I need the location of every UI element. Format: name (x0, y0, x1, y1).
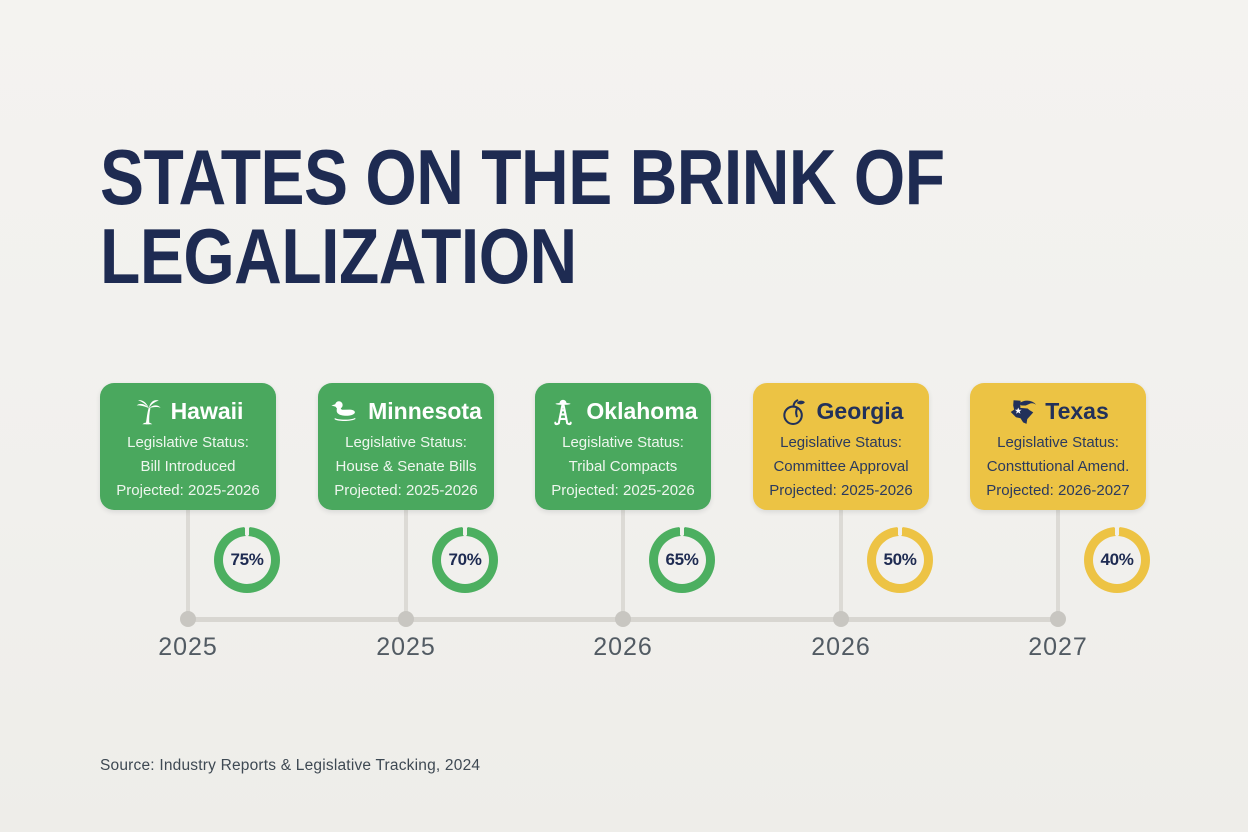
projected-value: Projected: 2025-2026 (116, 482, 260, 499)
card-header: Hawaii (100, 383, 276, 427)
state-column-oklahoma: Oklahoma Legislative Status: Tribal Comp… (535, 383, 715, 713)
state-name: Hawaii (170, 398, 244, 424)
card-body: Legislative Status: House & Senate Bills… (318, 431, 494, 503)
likelihood-donut: 40% (1084, 527, 1150, 593)
state-card-minnesota: Minnesota Legislative Status: House & Se… (318, 383, 494, 510)
state-name: Oklahoma (586, 398, 698, 424)
page-title: STATES ON THE BRINK OF LEGALIZATION (100, 133, 945, 300)
status-label: Legislative Status: (997, 434, 1119, 451)
state-column-hawaii: Hawaii Legislative Status: Bill Introduc… (100, 383, 280, 713)
state-name: Texas (1045, 398, 1109, 424)
card-body: Legislative Status: Tribal Compacts Proj… (535, 431, 711, 503)
timeline-connector (621, 510, 625, 621)
likelihood-percent: 50% (883, 550, 917, 569)
status-value: House & Senate Bills (335, 458, 477, 475)
status-label: Legislative Status: (562, 434, 684, 451)
palm-tree-icon (136, 399, 161, 424)
state-column-georgia: Georgia Legislative Status: Committee Ap… (753, 383, 933, 713)
card-header: Texas (970, 383, 1146, 427)
timeline-year: 2025 (158, 633, 218, 661)
state-card-oklahoma: Oklahoma Legislative Status: Tribal Comp… (535, 383, 711, 510)
likelihood-percent: 65% (665, 550, 699, 569)
timeline-connector (839, 510, 843, 621)
texas-state-icon (1010, 399, 1037, 424)
state-column-texas: Texas Legislative Status: Consttutional … (970, 383, 1150, 713)
timeline-year: 2026 (593, 633, 653, 661)
likelihood-donut: 65% (649, 527, 715, 593)
state-name: Georgia (816, 398, 904, 424)
likelihood-percent: 70% (448, 550, 482, 569)
state-column-minnesota: Minnesota Legislative Status: House & Se… (318, 383, 498, 713)
card-header: Oklahoma (535, 383, 711, 427)
status-value: Tribal Compacts (568, 458, 678, 475)
likelihood-donut: 50% (867, 527, 933, 593)
card-header: Minnesota (318, 383, 494, 427)
likelihood-percent: 40% (1100, 550, 1134, 569)
likelihood-donut: 75% (214, 527, 280, 593)
timeline-year: 2027 (1028, 633, 1088, 661)
card-body: Legislative Status: Consttutional Amend.… (970, 431, 1146, 503)
source-note: Source: Industry Reports & Legislative T… (100, 757, 481, 774)
timeline-connector (186, 510, 190, 621)
timeline-dot (833, 611, 849, 627)
card-body: Legislative Status: Bill Introduced Proj… (100, 431, 276, 503)
loon-icon (331, 400, 356, 421)
card-body: Legislative Status: Committee Approval P… (753, 431, 929, 503)
status-label: Legislative Status: (127, 434, 249, 451)
timeline-dot (1050, 611, 1066, 627)
likelihood-percent: 75% (230, 550, 264, 569)
status-value: Committee Approval (773, 458, 909, 475)
state-card-georgia: Georgia Legislative Status: Committee Ap… (753, 383, 929, 510)
status-value: Consttutional Amend. (986, 458, 1130, 475)
timeline-connector (404, 510, 408, 621)
timeline-connector (1056, 510, 1060, 621)
status-label: Legislative Status: (780, 434, 902, 451)
state-card-hawaii: Hawaii Legislative Status: Bill Introduc… (100, 383, 276, 510)
likelihood-donut: 70% (432, 527, 498, 593)
projected-value: Projected: 2025-2026 (769, 482, 913, 499)
card-header: Georgia (753, 383, 929, 427)
projected-value: Projected: 2025-2026 (551, 482, 695, 499)
status-label: Legislative Status: (345, 434, 467, 451)
page-title-line2: LEGALIZATION (100, 212, 577, 300)
projected-value: Projected: 2026-2027 (986, 482, 1130, 499)
timeline-dot (615, 611, 631, 627)
timeline-year: 2025 (376, 633, 436, 661)
page-title-line1: STATES ON THE BRINK OF (100, 133, 945, 221)
projected-value: Projected: 2025-2026 (334, 482, 478, 499)
state-name: Minnesota (368, 398, 482, 424)
timeline-year: 2026 (811, 633, 871, 661)
timeline-dot (398, 611, 414, 627)
timeline-dot (180, 611, 196, 627)
state-card-texas: Texas Legislative Status: Consttutional … (970, 383, 1146, 510)
oil-derrick-icon (554, 399, 573, 425)
status-value: Bill Introduced (140, 458, 236, 475)
peach-icon (782, 398, 805, 425)
